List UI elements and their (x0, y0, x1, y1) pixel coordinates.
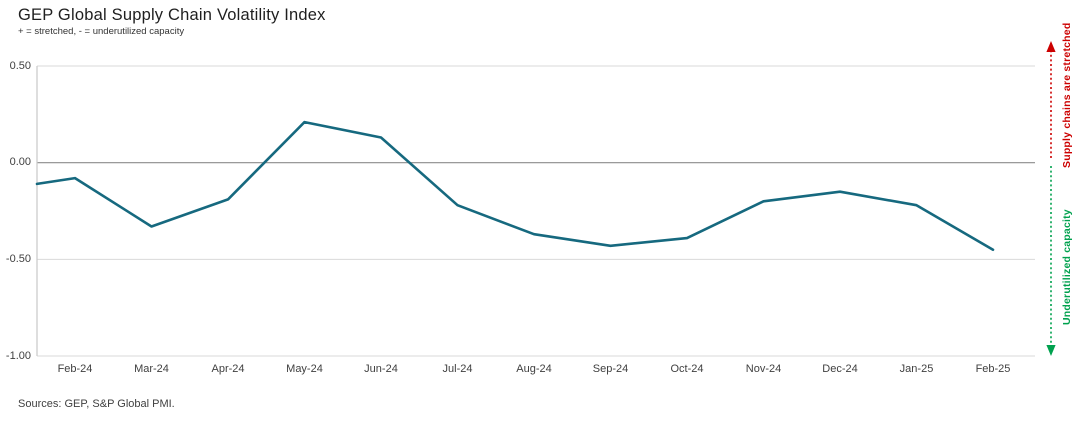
stretched-axis-label: Supply chains are stretched (1061, 22, 1073, 168)
y-tick-label: 0.50 (9, 59, 31, 72)
chart-title: GEP Global Supply Chain Volatility Index (18, 6, 326, 24)
x-tick-label: Jan-25 (899, 363, 934, 375)
chart-subtitle: + = stretched, - = underutilized capacit… (18, 26, 185, 37)
x-tick-label: Sep-24 (592, 363, 629, 375)
y-tick-label: -1.00 (5, 349, 31, 362)
underutilized-axis-label: Underutilized capacity (1061, 209, 1073, 326)
y-tick-label: 0.00 (9, 156, 31, 169)
x-tick-label: Jun-24 (364, 363, 398, 375)
x-tick-label: Nov-24 (745, 363, 782, 375)
x-tick-label: May-24 (286, 363, 323, 375)
x-tick-label: Mar-24 (134, 363, 169, 375)
x-tick-label: Jul-24 (442, 363, 473, 375)
x-tick-label: Feb-24 (57, 363, 93, 375)
underutilized-arrow-icon (1046, 166, 1056, 356)
x-tick-label: Dec-24 (822, 363, 858, 375)
volatility-line (35, 120, 995, 251)
sources-note: Sources: GEP, S&P Global PMI. (18, 398, 175, 410)
x-tick-label: Feb-25 (975, 363, 1011, 375)
y-tick-label: -0.50 (5, 252, 31, 265)
stretched-arrow-icon (1046, 41, 1056, 158)
gridlines (37, 65, 1035, 357)
x-tick-label: Aug-24 (516, 363, 552, 375)
x-tick-label: Apr-24 (211, 363, 245, 375)
x-tick-label: Oct-24 (670, 363, 704, 375)
